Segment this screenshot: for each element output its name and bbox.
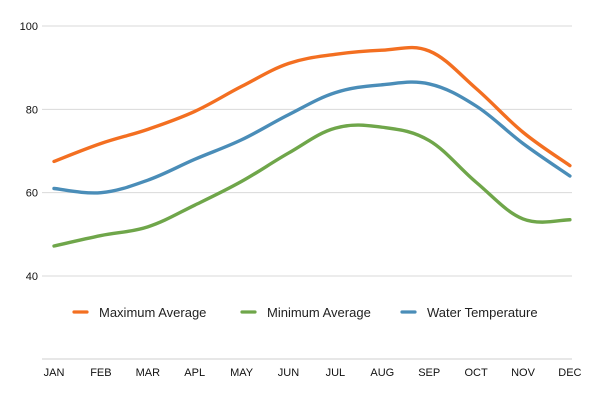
- x-tick-label: OCT: [464, 367, 488, 379]
- y-tick-label: 40: [26, 271, 38, 283]
- legend-label: Minimum Average: [267, 305, 371, 320]
- x-tick-label: JAN: [44, 367, 65, 379]
- y-tick-label: 60: [26, 188, 38, 200]
- x-tick-label: JUN: [278, 367, 299, 379]
- x-tick-label: MAY: [230, 367, 254, 379]
- series-lines: [52, 45, 572, 248]
- x-tick-label: DEC: [558, 367, 581, 379]
- x-tick-label: SEP: [418, 367, 440, 379]
- series-line-maximum-average: [52, 45, 572, 168]
- legend-label: Water Temperature: [427, 305, 538, 320]
- legend-label: Maximum Average: [99, 305, 206, 320]
- y-tick-labels: 40 60 80 100: [20, 21, 38, 283]
- x-tick-label: JUL: [326, 367, 346, 379]
- x-tick-label: APL: [184, 367, 205, 379]
- y-tick-label: 80: [26, 104, 38, 116]
- y-tick-label: 100: [20, 21, 38, 33]
- legend: Maximum Average Minimum Average Water Temp…: [72, 305, 538, 320]
- series-line-minimum-average: [52, 123, 572, 248]
- x-tick-label: NOV: [511, 367, 536, 379]
- grid-lines: [42, 25, 572, 277]
- x-tick-label: FEB: [90, 367, 111, 379]
- series-line-water-temperature: [52, 80, 572, 195]
- x-tick-labels: JAN FEB MAR APL MAY JUN JUL AUG SEP OCT NOV DEC: [44, 367, 582, 379]
- x-tick-label: AUG: [370, 367, 394, 379]
- x-tick-label: MAR: [136, 367, 161, 379]
